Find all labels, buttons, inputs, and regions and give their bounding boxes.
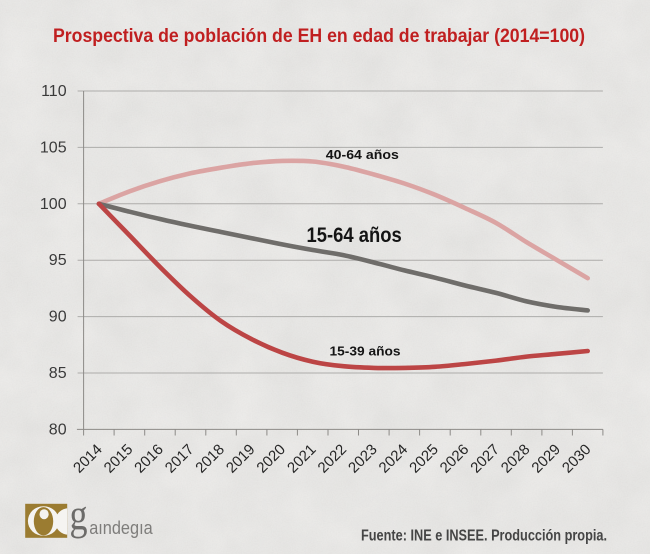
svg-text:100: 100 — [40, 196, 67, 213]
svg-text:15-64 años: 15-64 años — [307, 223, 402, 247]
svg-text:40-64 años: 40-64 años — [326, 147, 399, 162]
svg-text:85: 85 — [49, 365, 67, 382]
svg-text:80: 80 — [49, 421, 67, 438]
svg-text:15-39 años: 15-39 años — [330, 343, 401, 358]
svg-text:g: g — [70, 491, 88, 539]
svg-text:95: 95 — [49, 252, 67, 269]
svg-text:aındegıa: aındegıa — [89, 518, 153, 538]
svg-text:105: 105 — [40, 139, 67, 156]
svg-text:90: 90 — [49, 309, 67, 326]
svg-text:Fuente: INE e INSEE. Producció: Fuente: INE e INSEE. Producción propia. — [361, 528, 607, 545]
svg-text:Prospectiva de población de EH: Prospectiva de población de EH en edad d… — [53, 26, 585, 47]
svg-text:110: 110 — [41, 83, 67, 100]
